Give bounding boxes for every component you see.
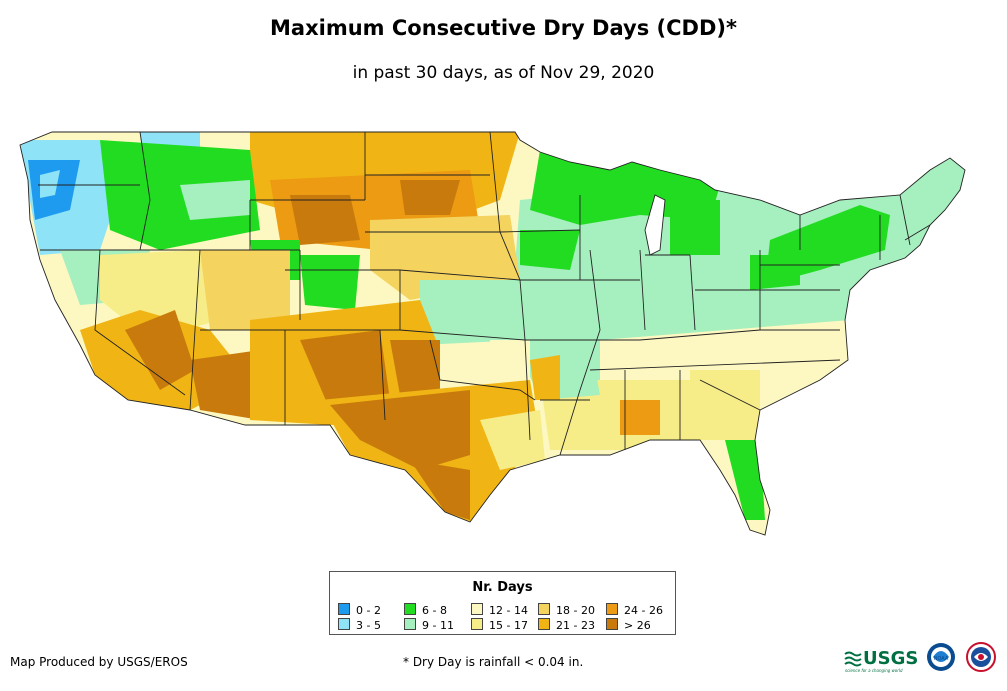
cdd-shading: [20, 132, 965, 535]
legend-item: 24 - 26: [606, 603, 663, 617]
legend-label: 21 - 23: [556, 619, 595, 632]
legend-item: > 26: [606, 618, 651, 632]
agency-logos: USGS science for a changing world NOAA: [844, 642, 996, 673]
noaa-label: NOAA: [934, 656, 949, 662]
usgs-wordmark: USGS: [863, 648, 918, 669]
legend-item: 15 - 17: [471, 618, 528, 632]
map-title: Maximum Consecutive Dry Days (CDD)*: [270, 16, 737, 40]
noaa-logo: NOAA: [927, 643, 955, 671]
legend-swatch: [471, 603, 483, 615]
map-subtitle: in past 30 days, as of Nov 29, 2020: [352, 63, 655, 83]
legend-item: 9 - 11: [404, 618, 454, 632]
legend: Nr. Days 0 - 2 3 - 5 6 - 8 9 - 11 12 - 1…: [329, 571, 676, 635]
state-boundaries: [19, 131, 966, 536]
usgs-tagline: science for a changing world: [845, 668, 903, 673]
legend-item: 3 - 5: [338, 618, 381, 632]
legend-swatch: [471, 618, 483, 630]
legend-title: Nr. Days: [472, 580, 533, 595]
legend-label: 0 - 2: [356, 604, 381, 617]
legend-label: 12 - 14: [489, 604, 528, 617]
legend-swatch: [538, 603, 550, 615]
legend-label: 3 - 5: [356, 619, 381, 632]
legend-label: 9 - 11: [422, 619, 454, 632]
legend-label: 6 - 8: [422, 604, 447, 617]
legend-swatch: [538, 618, 550, 630]
legend-swatch: [606, 603, 618, 615]
credit-text: Map Produced by USGS/EROS: [10, 655, 188, 669]
cdd-map: [19, 131, 966, 536]
legend-item: 6 - 8: [404, 603, 447, 617]
legend-label: 18 - 20: [556, 604, 595, 617]
legend-swatch: [404, 618, 416, 630]
usgs-logo: USGS science for a changing world: [844, 648, 918, 673]
nws-logo: [966, 642, 996, 672]
legend-swatch: [606, 618, 618, 630]
footnote-text: * Dry Day is rainfall < 0.04 in.: [403, 655, 584, 669]
legend-label: > 26: [624, 619, 651, 632]
legend-swatch: [338, 603, 350, 615]
legend-label: 15 - 17: [489, 619, 528, 632]
legend-swatch: [338, 618, 350, 630]
legend-label: 24 - 26: [624, 604, 663, 617]
legend-item: 18 - 20: [538, 603, 595, 617]
legend-item: 21 - 23: [538, 618, 595, 632]
legend-item: 0 - 2: [338, 603, 381, 617]
legend-swatch: [404, 603, 416, 615]
legend-item: 12 - 14: [471, 603, 528, 617]
